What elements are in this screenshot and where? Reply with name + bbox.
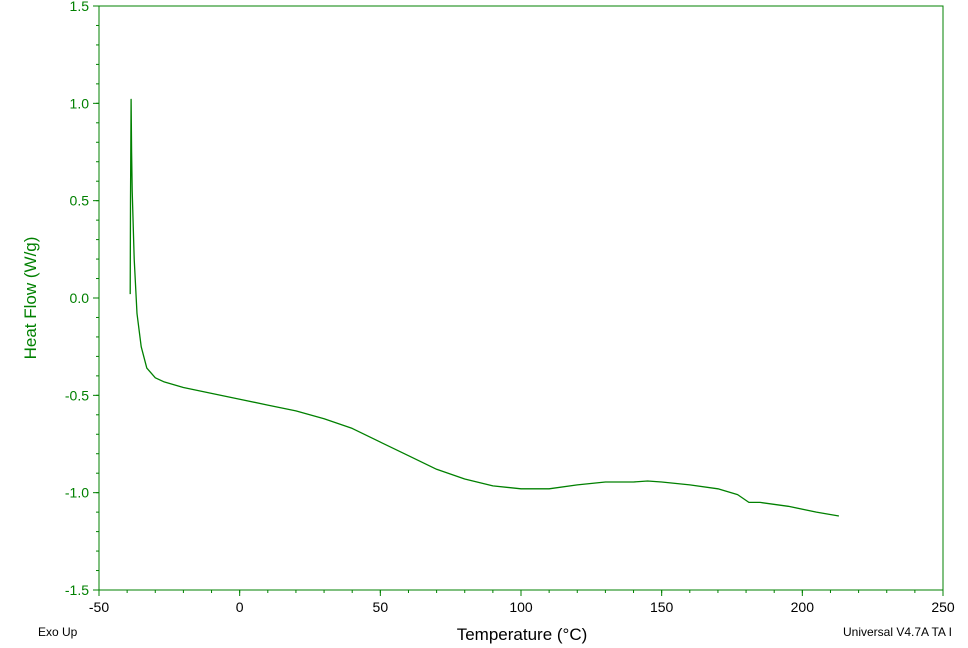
exo-up-label: Exo Up	[38, 625, 78, 639]
x-axis-title: Temperature (°C)	[457, 625, 588, 644]
software-version-label: Universal V4.7A TA I	[843, 625, 952, 639]
x-tick-label: 250	[931, 599, 955, 615]
y-axis-ticks: 1.5 1.0 0.5 0.0 -0.5 -1.0 -1.5	[65, 0, 99, 598]
x-axis-ticks: -50 0 50 100 150 200 250	[89, 590, 955, 615]
series-group	[129, 98, 840, 517]
x-tick-label: 50	[373, 599, 389, 615]
y-tick-label: -0.5	[65, 387, 89, 403]
y-tick-label: 1.5	[70, 0, 90, 14]
heat-flow-line	[129, 98, 840, 517]
x-tick-label: 150	[650, 599, 674, 615]
x-tick-label: 200	[791, 599, 815, 615]
y-tick-label: 0.5	[70, 193, 90, 209]
y-tick-label: 1.0	[70, 95, 90, 111]
y-tick-label: -1.0	[65, 485, 89, 501]
plot-area	[98, 5, 944, 591]
x-tick-label: -50	[89, 599, 109, 615]
y-axis-title: Heat Flow (W/g)	[21, 237, 40, 360]
x-tick-label: 0	[236, 599, 244, 615]
x-tick-label: 100	[509, 599, 533, 615]
y-tick-label: 0.0	[70, 290, 90, 306]
y-tick-label: -1.5	[65, 582, 89, 598]
